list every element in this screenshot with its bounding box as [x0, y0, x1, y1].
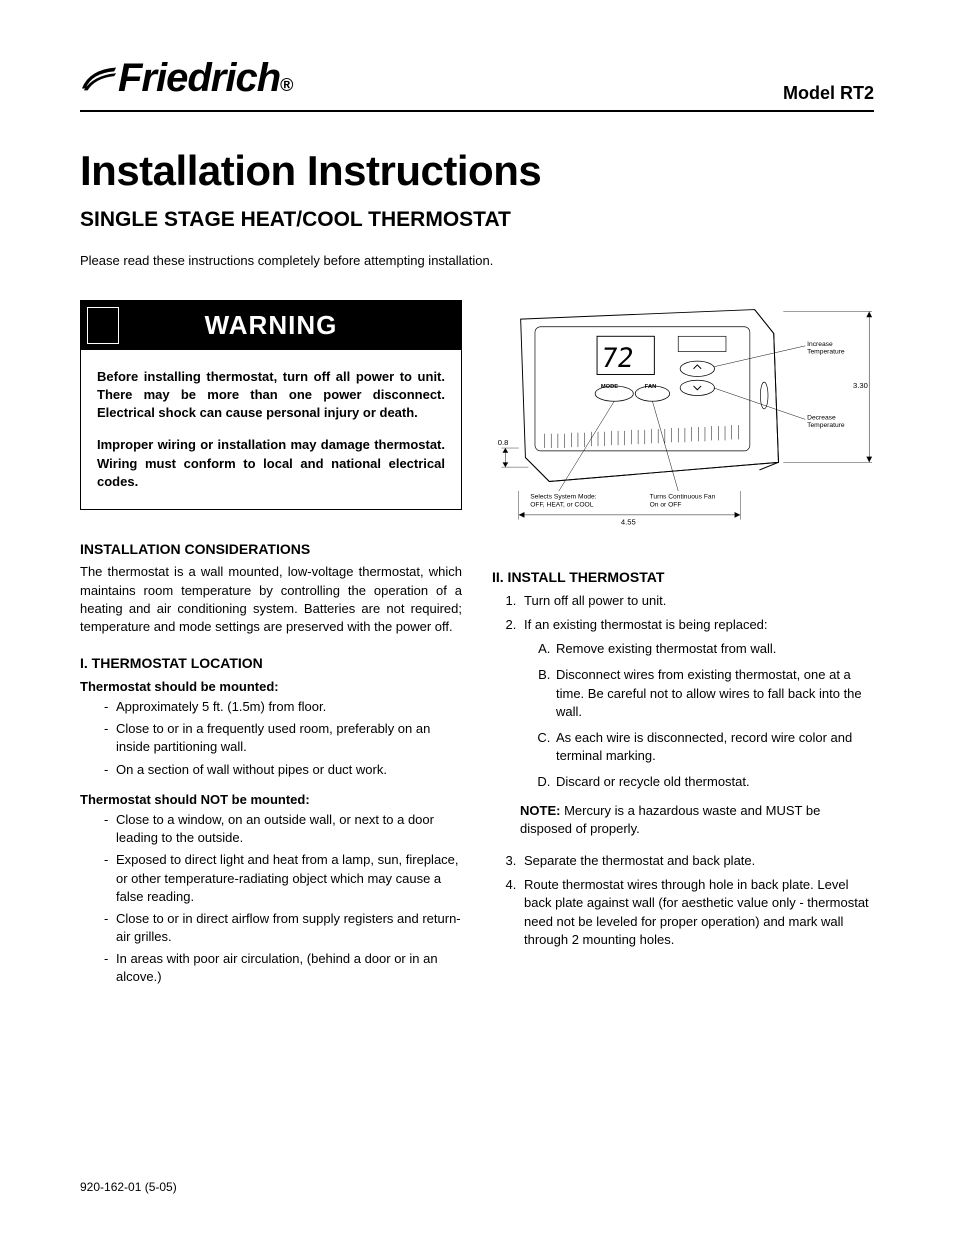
- list-item: Close to or in a frequently used room, p…: [104, 720, 462, 756]
- install-step-4: Route thermostat wires through hole in b…: [520, 876, 874, 949]
- diagram-depth: 0.8: [498, 439, 509, 448]
- intro-text: Please read these instructions completel…: [80, 252, 874, 270]
- install-step-2: If an existing thermostat is being repla…: [520, 616, 874, 792]
- right-column: 72 MODE FAN: [492, 300, 874, 998]
- thermostat-diagram: 72 MODE FAN: [492, 300, 874, 544]
- install-steps-cont: Separate the thermostat and back plate. …: [492, 852, 874, 949]
- diagram-mode-desc: Selects System Mode:OFF, HEAT, or COOL: [530, 494, 597, 509]
- list-item: Approximately 5 ft. (1.5m) from floor.: [104, 698, 462, 716]
- subtitle: SINGLE STAGE HEAT/COOL THERMOSTAT: [80, 205, 874, 234]
- should-mount-label: Thermostat should be mounted:: [80, 678, 462, 696]
- note-body: Mercury is a hazardous waste and MUST be…: [520, 803, 820, 836]
- install-steps: Turn off all power to unit. If an existi…: [492, 592, 874, 792]
- main-title: Installation Instructions: [80, 142, 874, 201]
- warning-p2: Improper wiring or installation may dama…: [97, 436, 445, 491]
- left-column: WARNING Before installing thermostat, tu…: [80, 300, 462, 998]
- diagram-decrease-label: DecreaseTemperature: [807, 415, 845, 430]
- diagram-fan-label: FAN: [645, 384, 656, 390]
- logo-swoosh-icon: [80, 63, 118, 93]
- warning-body: Before installing thermostat, turn off a…: [81, 350, 461, 509]
- should-not-mount-label: Thermostat should NOT be mounted:: [80, 791, 462, 809]
- diagram-fan-desc: Turns Continuous FanOn or OFF: [650, 494, 716, 509]
- list-item: Close to a window, on an outside wall, o…: [104, 811, 462, 847]
- list-item: Close to or in direct airflow from suppl…: [104, 910, 462, 946]
- brand-logo: Friedrich®: [80, 50, 292, 106]
- substep: As each wire is disconnected, record wir…: [554, 729, 874, 765]
- diagram-width: 4.55: [621, 518, 636, 527]
- location-heading: I. THERMOSTAT LOCATION: [80, 654, 462, 674]
- install-note: NOTE: Mercury is a hazardous waste and M…: [520, 802, 874, 838]
- install-step-1: Turn off all power to unit.: [520, 592, 874, 610]
- install-step-2-lead: If an existing thermostat is being repla…: [524, 617, 768, 632]
- diagram-mode-label: MODE: [601, 384, 618, 390]
- substep: Disconnect wires from existing thermosta…: [554, 666, 874, 721]
- diagram-height: 3.30: [853, 381, 868, 390]
- install-step-3: Separate the thermostat and back plate.: [520, 852, 874, 870]
- should-not-mount-list: Close to a window, on an outside wall, o…: [80, 811, 462, 987]
- should-mount-list: Approximately 5 ft. (1.5m) from floor. C…: [80, 698, 462, 779]
- warning-p1: Before installing thermostat, turn off a…: [97, 368, 445, 423]
- list-item: On a section of wall without pipes or du…: [104, 761, 462, 779]
- brand-text: Friedrich: [118, 56, 280, 100]
- install-substeps: Remove existing thermostat from wall. Di…: [524, 640, 874, 791]
- install-heading: II. INSTALL THERMOSTAT: [492, 568, 874, 588]
- considerations-heading: INSTALLATION CONSIDERATIONS: [80, 540, 462, 560]
- warning-box: WARNING Before installing thermostat, tu…: [80, 300, 462, 510]
- diagram-temp: 72: [599, 343, 636, 374]
- list-item: Exposed to direct light and heat from a …: [104, 851, 462, 906]
- model-label: Model RT2: [783, 81, 874, 106]
- substep: Discard or recycle old thermostat.: [554, 773, 874, 791]
- note-label: NOTE:: [520, 803, 560, 818]
- list-item: In areas with poor air circulation, (beh…: [104, 950, 462, 986]
- warning-header: WARNING: [81, 301, 461, 349]
- diagram-svg: 72 MODE FAN: [492, 300, 874, 539]
- substep: Remove existing thermostat from wall.: [554, 640, 874, 658]
- page-header: Friedrich® Model RT2: [80, 50, 874, 112]
- considerations-body: The thermostat is a wall mounted, low-vo…: [80, 563, 462, 636]
- diagram-increase-label: IncreaseTemperature: [807, 341, 845, 356]
- footer-code: 920-162-01 (5-05): [80, 1179, 874, 1196]
